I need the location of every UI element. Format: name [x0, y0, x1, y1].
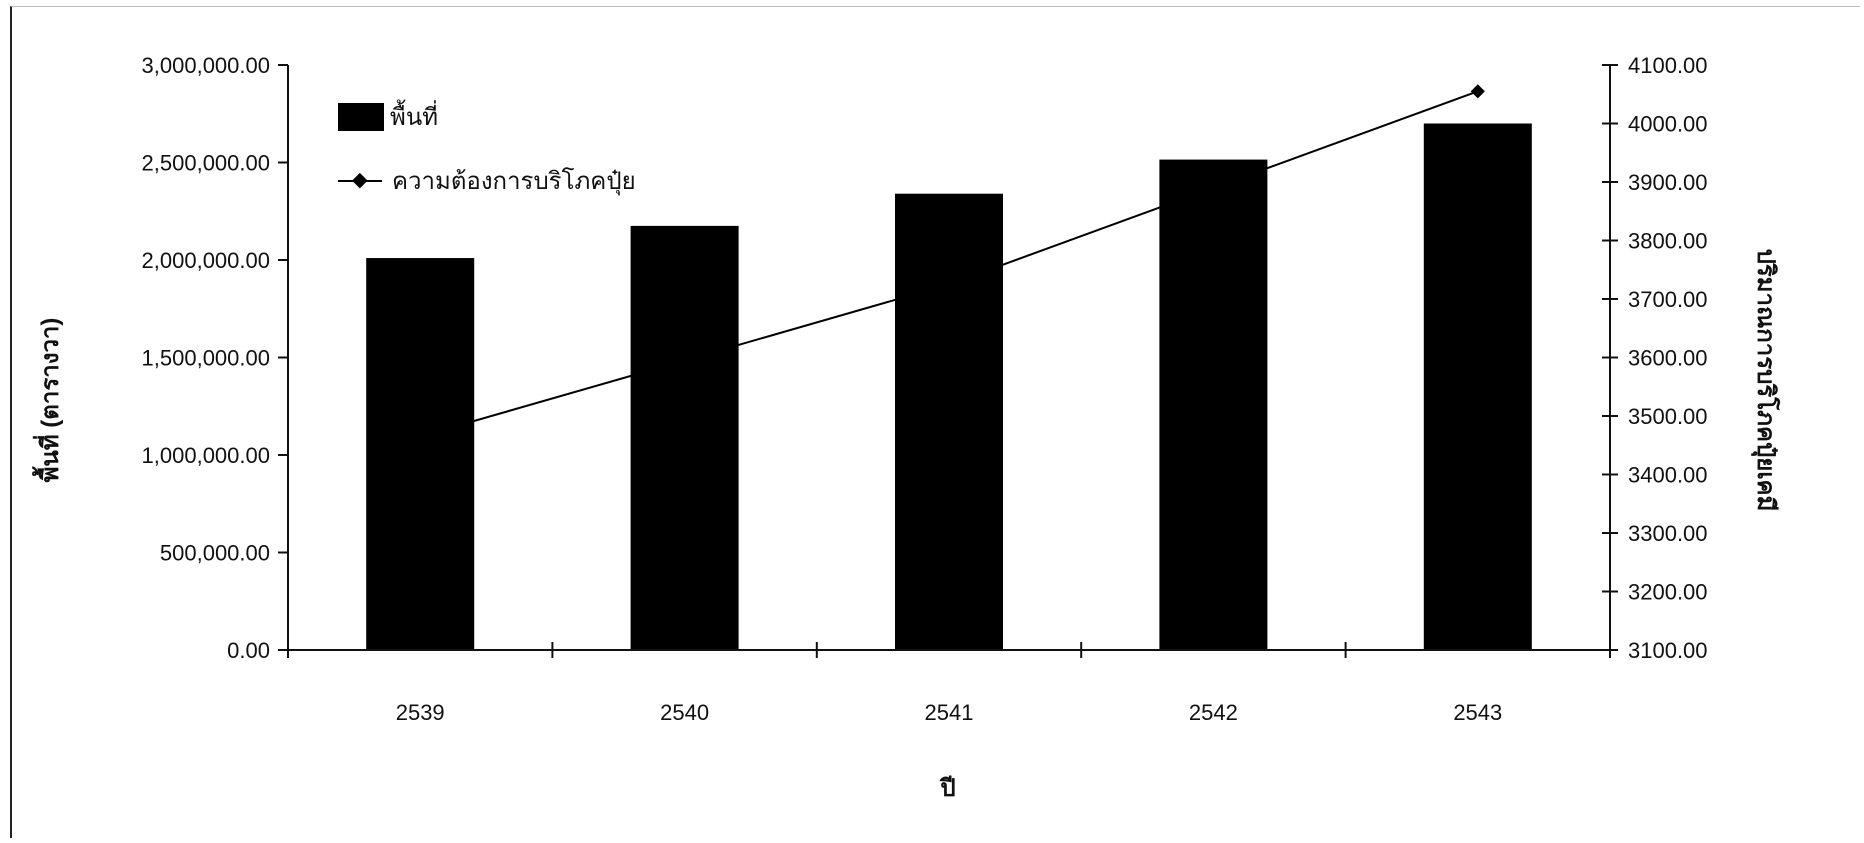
y-left-tick-label: 1,000,000.00: [142, 443, 270, 468]
y-right-tick-label: 4000.00: [1628, 112, 1708, 137]
bar-2540: [630, 225, 739, 650]
axes-group: 2539 2540 2541 2542 2543 0.00 500,000.00 1,000,…: [142, 53, 1708, 725]
x-tick-label: 2543: [1453, 700, 1502, 725]
bar-2542: [1159, 159, 1268, 650]
y-left-tick-label: 1,500,000.00: [142, 346, 270, 371]
bars-group: [366, 123, 1532, 650]
y-left-tick-label: 3,000,000.00: [142, 53, 270, 78]
legend-label-bar: พื้นที่: [390, 99, 438, 131]
line-series-group: [413, 84, 1485, 444]
legend: พื้นที่ ความต้องการบริโภคปุ๋ย: [338, 99, 636, 196]
y-left-tick-label: 2,500,000.00: [142, 151, 270, 176]
y-right-tick-label: 3700.00: [1628, 287, 1708, 312]
y-right-tick-label: 4100.00: [1628, 53, 1708, 78]
line-point-2541: [941, 277, 957, 292]
y-axis-left-title: พื้นที่ (ตารางวา): [31, 318, 64, 483]
x-tick-label: 2539: [396, 700, 445, 725]
line-point-2539: [413, 429, 428, 444]
legend-swatch-bar: [338, 103, 384, 131]
y-right-tick-label: 3200.00: [1628, 580, 1708, 605]
bar-2543: [1423, 123, 1532, 650]
line-point-2543: [1470, 84, 1485, 99]
y-left-tick-label: 0.00: [227, 638, 270, 663]
y-right-tick-label: 3600.00: [1628, 346, 1708, 371]
legend-marker-line: [352, 172, 368, 189]
line-point-2540: [677, 353, 692, 368]
y-left-tick-label: 500,000.00: [160, 541, 270, 566]
x-tick-label: 2541: [925, 700, 974, 725]
y-right-tick-label: 3400.00: [1628, 463, 1708, 488]
chart-frame: [10, 6, 1860, 838]
bar-2541: [895, 193, 1003, 650]
y-right-tick-label: 3100.00: [1628, 638, 1708, 663]
x-tick-label: 2542: [1189, 700, 1238, 725]
y-right-tick-label: 3800.00: [1628, 229, 1708, 254]
y-right-tick-label: 3300.00: [1628, 521, 1708, 546]
bar-2539: [366, 258, 475, 650]
y-left-tick-label: 2,000,000.00: [142, 248, 270, 273]
line-point-2542: [1206, 180, 1221, 195]
y-right-tick-label: 3500.00: [1628, 404, 1708, 429]
y-right-tick-label: 3900.00: [1628, 170, 1708, 195]
y-axis-right-title: ปริมาณการบริโภคปุ๋ยเคมี: [1750, 249, 1781, 512]
x-tick-label: 2540: [660, 700, 709, 725]
x-axis-title: ปี: [939, 775, 955, 802]
legend-label-line: ความต้องการบริโภคปุ๋ย: [392, 167, 636, 196]
